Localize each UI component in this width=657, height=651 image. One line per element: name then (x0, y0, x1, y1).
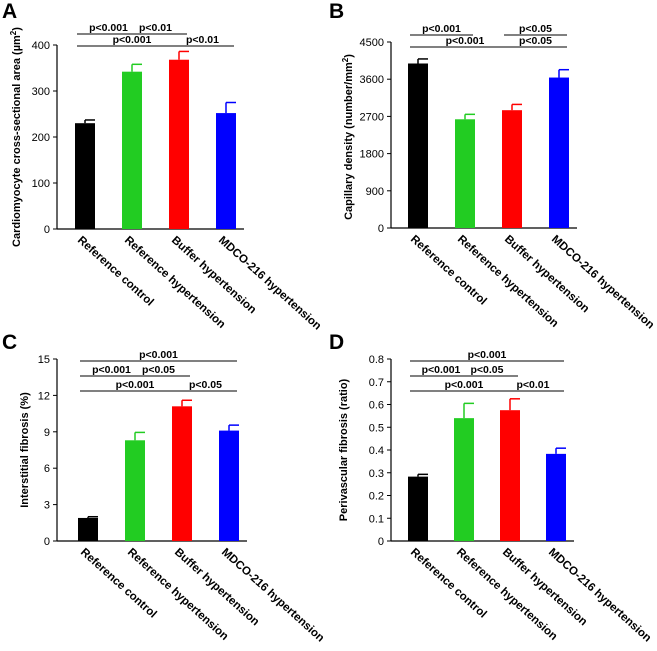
y-tick-label: 100 (32, 178, 50, 190)
panel-letter: D (329, 331, 344, 354)
y-tick-label: 0.3 (369, 468, 384, 480)
y-tick-label: 3600 (360, 74, 384, 86)
significance-label: p<0.001 (113, 34, 152, 46)
y-tick-label: 15 (38, 354, 50, 366)
significance-label: p<0.001 (92, 364, 131, 376)
y-axis-label-end: ) (343, 54, 355, 58)
y-tick-label: 12 (38, 390, 50, 402)
y-tick-label: 0.7 (369, 377, 384, 389)
y-axis-label-superscript: 2 (341, 57, 350, 62)
panel-b: B Capillary density (number/mm2) 0 900 180… (329, 0, 656, 332)
x-category-label: Buffer hypertension (502, 233, 591, 315)
x-category-label: Buffer hypertension (172, 546, 261, 628)
y-axis-label-main: Capillary density (number/mm (343, 62, 355, 220)
y-tick-label: 0.2 (369, 491, 384, 503)
significance-label: p<0.05 (142, 364, 175, 376)
significance-label: p<0.01 (139, 22, 172, 34)
y-tick-label: 0.1 (369, 513, 384, 525)
significance-label: p<0.001 (116, 379, 155, 391)
y-tick-label: 2700 (360, 111, 384, 123)
bar (549, 77, 569, 229)
significance-label: p<0.001 (422, 23, 461, 35)
significance-label: p<0.05 (519, 35, 552, 47)
panel-letter: C (2, 331, 17, 354)
y-tick-label: 0.4 (369, 445, 384, 457)
significance-label: p<0.01 (517, 379, 550, 391)
y-tick-label: 4500 (360, 37, 384, 49)
significance-label: p<0.001 (468, 349, 507, 361)
significance-label: p<0.001 (139, 349, 178, 361)
significance-label: p<0.001 (445, 379, 484, 391)
panel-c: C Interstitial fibrosis (%) 03691215Refe… (2, 331, 326, 645)
y-tick-label: 1800 (360, 149, 384, 161)
bar (500, 410, 520, 541)
bar (546, 453, 566, 541)
y-tick-label: 3 (44, 500, 50, 512)
significance-label: p<0.001 (89, 22, 128, 34)
bar (502, 110, 522, 228)
bar (408, 63, 428, 228)
y-axis-label: Perivascular fibrosis (ratio) (338, 378, 350, 521)
y-axis-label-superscript: 2 (9, 30, 18, 35)
x-category-label: Buffer hypertension (169, 234, 258, 316)
bar (172, 406, 192, 541)
y-axis-label: Cardiomyocyte cross-sectional area (µm2) (9, 27, 23, 247)
significance-label: p<0.05 (189, 379, 222, 391)
y-axis-label: Interstitial fibrosis (%) (19, 392, 31, 508)
y-tick-label: 9 (44, 427, 50, 439)
bar (219, 430, 239, 541)
y-tick-label: 300 (32, 86, 50, 98)
y-tick-label: 0.5 (369, 422, 384, 434)
x-category-label: Reference control (408, 546, 489, 620)
significance-label: p<0.05 (471, 364, 504, 376)
bar (122, 71, 142, 230)
y-tick-label: 900 (366, 186, 384, 198)
significance-label: p<0.01 (186, 34, 219, 46)
y-tick-label: 0.6 (369, 400, 384, 412)
bar (75, 123, 95, 229)
significance-label: p<0.001 (422, 364, 461, 376)
y-tick-label: 0 (378, 223, 384, 235)
bar (216, 113, 236, 229)
bar (454, 418, 474, 541)
y-tick-label: 200 (32, 132, 50, 144)
panel-d: D Perivascular fibrosis (ratio) 0 0.1 0.2 0… (329, 331, 653, 645)
x-category-label: Buffer hypertension (500, 546, 589, 628)
panel-a: A Cardiomyocyte cross-sectional area (µm… (2, 0, 323, 333)
bar (125, 440, 145, 541)
y-tick-label: 0.8 (369, 354, 384, 366)
y-axis-label-main: Cardiomyocyte cross-sectional area (µm (11, 35, 23, 247)
y-tick-label: 0 (44, 536, 50, 548)
bar (78, 517, 98, 541)
bar (408, 476, 428, 541)
panel-letter: B (329, 0, 344, 23)
y-axis-label: Capillary density (number/mm2) (341, 54, 355, 220)
y-tick-label: 0 (44, 224, 50, 236)
y-axis-label-end: ) (11, 27, 23, 31)
y-tick-label: 6 (44, 463, 50, 475)
significance-label: p<0.001 (446, 35, 485, 47)
panel-letter: A (2, 0, 17, 23)
significance-label: p<0.05 (519, 23, 552, 35)
bar (455, 119, 475, 228)
y-tick-label: 400 (32, 40, 50, 52)
bar (169, 59, 189, 229)
y-tick-label: 0 (378, 536, 384, 548)
